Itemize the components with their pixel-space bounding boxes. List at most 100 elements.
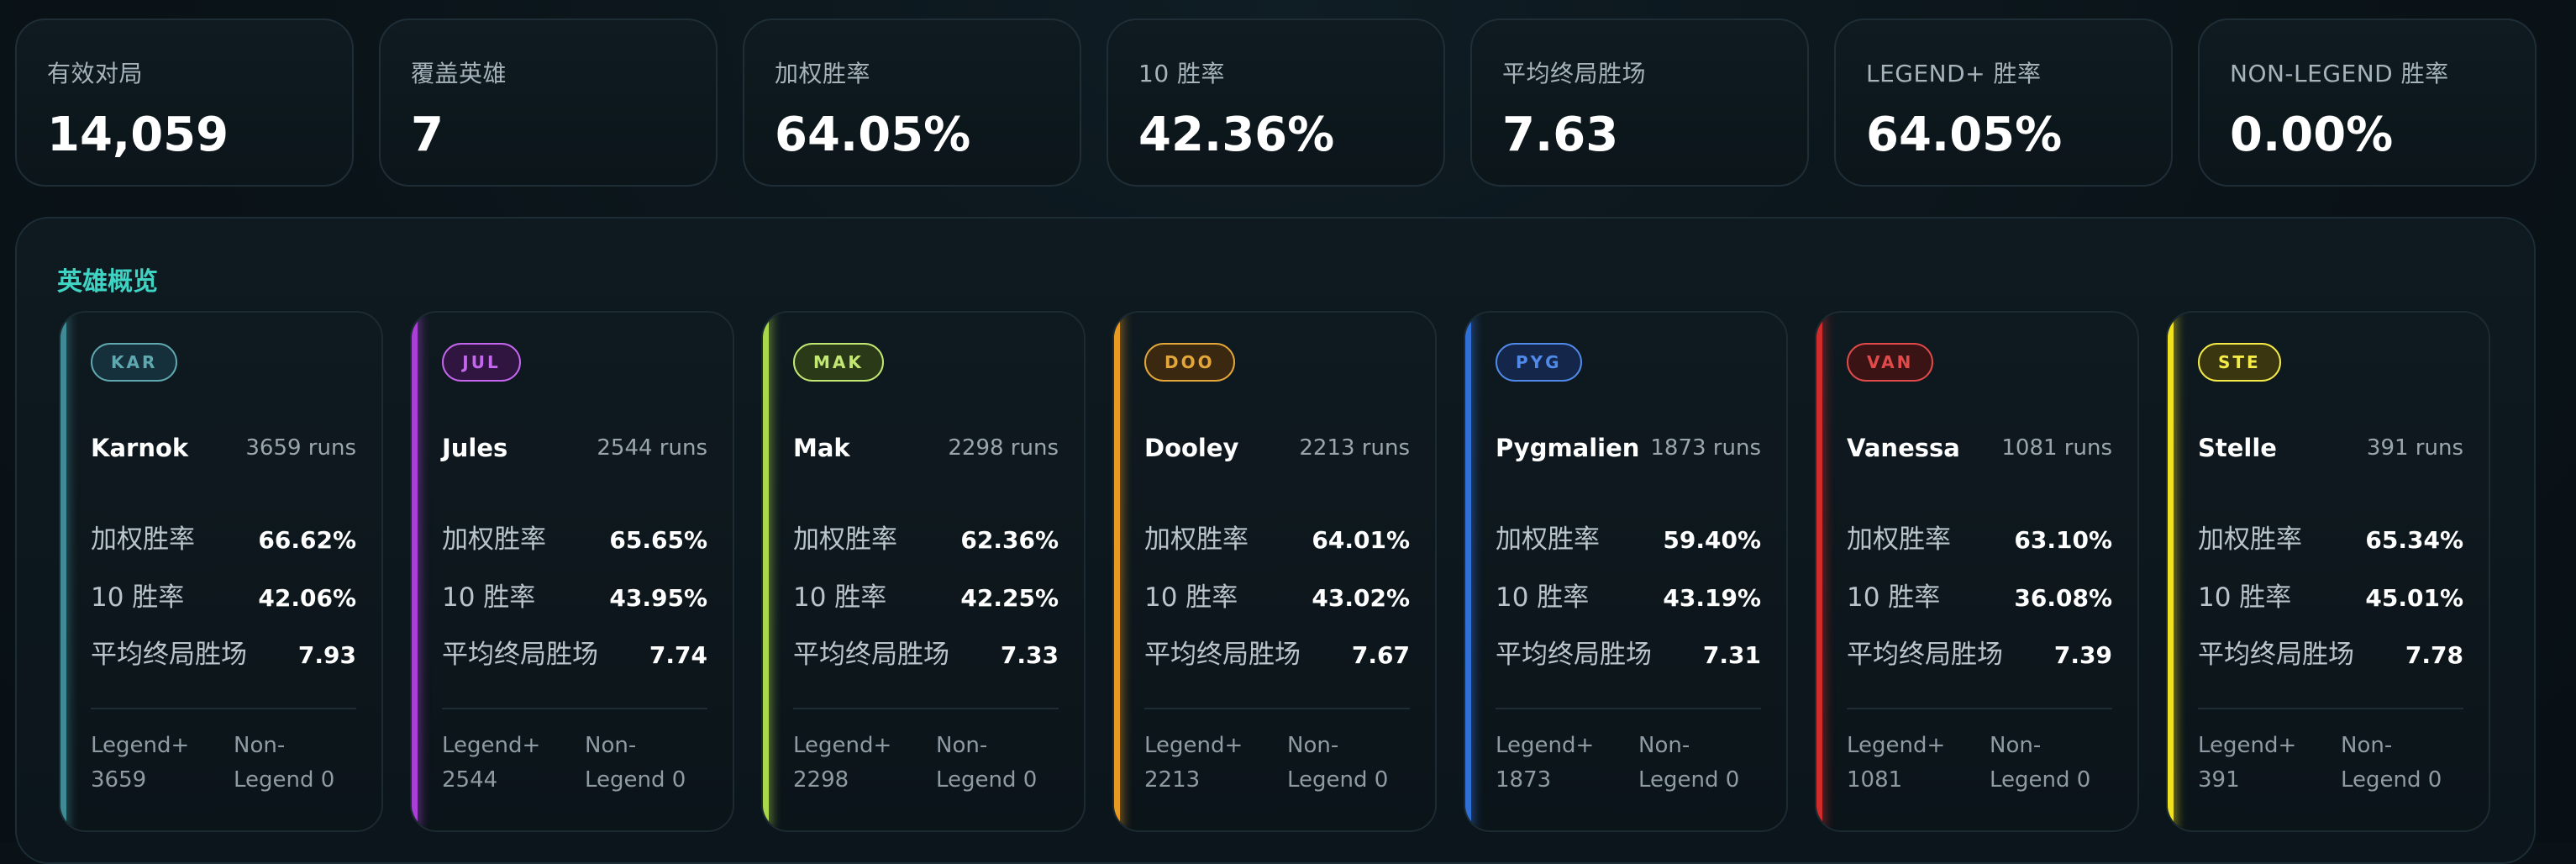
metric-ten-winrate: 10 胜率 42.25% [793, 576, 1059, 614]
stat-label: 10 胜率 [1138, 60, 1226, 87]
stat-label: NON-LEGEND 胜率 [2230, 60, 2449, 87]
hero-card-jules[interactable]: JUL Jules 2544 runs 加权胜率 65.65% 10 胜率 43… [410, 311, 734, 832]
non-legend-count: Non-Legend 0 [1990, 733, 2091, 793]
legend-count: Legend+ 1081 [1847, 733, 1946, 793]
hero-name: Vanessa [1847, 434, 1960, 462]
stat-card-weighted-winrate: 加权胜率 64.05% [743, 18, 1081, 187]
metric-avg-final-wins: 平均终局胜场 7.78 [2198, 633, 2463, 671]
stat-card-legend-winrate: LEGEND+ 胜率 64.05% [1834, 18, 2173, 187]
metric-value: 65.34% [2365, 526, 2463, 554]
metric-avg-final-wins: 平均终局胜场 7.31 [1496, 633, 1761, 671]
hero-runs: 2298 runs [948, 435, 1059, 461]
metric-label: 加权胜率 [442, 524, 546, 555]
hero-runs: 1873 runs [1650, 435, 1761, 461]
hero-runs: 391 runs [2366, 435, 2463, 461]
metric-value: 65.65% [609, 526, 707, 554]
hero-card-dooley[interactable]: DOO Dooley 2213 runs 加权胜率 64.01% 10 胜率 4… [1112, 311, 1437, 832]
metric-value: 36.08% [2014, 584, 2112, 612]
legend-count: Legend+ 391 [2198, 733, 2297, 793]
metric-value: 64.01% [1312, 526, 1410, 554]
metric-ten-winrate: 10 胜率 42.06% [91, 576, 356, 614]
metric-weighted-winrate: 加权胜率 59.40% [1496, 518, 1761, 556]
hero-card-vanessa[interactable]: VAN Vanessa 1081 runs 加权胜率 63.10% 10 胜率 … [1815, 311, 2139, 832]
stat-card-ten-winrate: 10 胜率 42.36% [1107, 18, 1445, 187]
metric-label: 平均终局胜场 [442, 640, 598, 670]
hero-accent-bar [1816, 313, 1822, 830]
divider [2198, 708, 2463, 709]
non-legend-count: Non-Legend 0 [1287, 733, 1389, 793]
metric-avg-final-wins: 平均终局胜场 7.93 [91, 633, 356, 671]
metric-weighted-winrate: 加权胜率 66.62% [91, 518, 356, 556]
metric-value: 43.19% [1663, 584, 1761, 612]
metric-ten-winrate: 10 胜率 43.19% [1496, 576, 1761, 614]
metric-weighted-winrate: 加权胜率 64.01% [1144, 518, 1410, 556]
metric-value: 7.78 [2405, 641, 2463, 669]
hero-card-stelle[interactable]: STE Stelle 391 runs 加权胜率 65.34% 10 胜率 45… [2166, 311, 2490, 832]
metric-avg-final-wins: 平均终局胜场 7.67 [1144, 633, 1410, 671]
metric-value: 59.40% [1663, 526, 1761, 554]
non-legend-count: Non-Legend 0 [1638, 733, 1740, 793]
metric-weighted-winrate: 加权胜率 63.10% [1847, 518, 2112, 556]
hero-badge: STE [2198, 343, 2281, 382]
metric-ten-winrate: 10 胜率 36.08% [1847, 576, 2112, 614]
divider [1144, 708, 1410, 709]
metric-value: 43.02% [1312, 584, 1410, 612]
stat-card-valid-runs: 有效对局 14,059 [15, 18, 354, 187]
divider [1496, 708, 1761, 709]
hero-name: Jules [442, 434, 508, 462]
legend-count: Legend+ 2544 [442, 733, 541, 793]
metric-ten-winrate: 10 胜率 45.01% [2198, 576, 2463, 614]
metric-label: 10 胜率 [793, 582, 887, 613]
stat-value: 64.05% [1866, 108, 2063, 162]
metric-weighted-winrate: 加权胜率 65.34% [2198, 518, 2463, 556]
hero-name: Pygmalien [1496, 434, 1640, 462]
hero-card-pygmalien[interactable]: PYG Pygmalien 1873 runs 加权胜率 59.40% 10 胜… [1464, 311, 1788, 832]
metric-weighted-winrate: 加权胜率 65.65% [442, 518, 707, 556]
metric-value: 7.74 [649, 641, 707, 669]
metric-avg-final-wins: 平均终局胜场 7.74 [442, 633, 707, 671]
metric-label: 10 胜率 [2198, 582, 2292, 613]
stats-row: 有效对局 14,059 覆盖英雄 7 加权胜率 64.05% 10 胜率 42.… [15, 18, 2537, 187]
metric-avg-final-wins: 平均终局胜场 7.39 [1847, 633, 2112, 671]
metric-label: 加权胜率 [2198, 524, 2302, 555]
stat-card-non-legend-winrate: NON-LEGEND 胜率 0.00% [2198, 18, 2537, 187]
metric-label: 加权胜率 [793, 524, 897, 555]
divider [442, 708, 707, 709]
stat-value: 7 [411, 108, 444, 162]
stat-card-avg-final-wins: 平均终局胜场 7.63 [1470, 18, 1809, 187]
metric-value: 7.67 [1351, 641, 1410, 669]
hero-card-mak[interactable]: MAK Mak 2298 runs 加权胜率 62.36% 10 胜率 42.2… [761, 311, 1086, 832]
hero-badge: DOO [1144, 343, 1235, 382]
stat-label: 有效对局 [47, 60, 144, 87]
hero-card-karnok[interactable]: KAR Karnok 3659 runs 加权胜率 66.62% 10 胜率 4… [59, 311, 383, 832]
hero-badge: VAN [1847, 343, 1934, 382]
hero-badge: JUL [442, 343, 521, 382]
non-legend-count: Non-Legend 0 [234, 733, 335, 793]
non-legend-count: Non-Legend 0 [2341, 733, 2442, 793]
metric-label: 加权胜率 [91, 524, 195, 555]
hero-badge: KAR [91, 343, 178, 382]
metric-label: 10 胜率 [1144, 582, 1238, 613]
hero-accent-bar [60, 313, 66, 830]
metric-label: 平均终局胜场 [1144, 640, 1301, 670]
legend-count: Legend+ 2298 [793, 733, 892, 793]
metric-value: 63.10% [2014, 526, 2112, 554]
stat-label: 加权胜率 [775, 60, 871, 87]
hero-card-list: KAR Karnok 3659 runs 加权胜率 66.62% 10 胜率 4… [59, 311, 2490, 832]
hero-badge: MAK [793, 343, 884, 382]
hero-overview-panel: 英雄概览 KAR Karnok 3659 runs 加权胜率 66.62% 10… [15, 217, 2536, 864]
stat-value: 64.05% [775, 108, 971, 162]
metric-value: 43.95% [609, 584, 707, 612]
metric-value: 7.93 [297, 641, 356, 669]
metric-label: 加权胜率 [1496, 524, 1600, 555]
hero-accent-bar [1114, 313, 1120, 830]
stat-label: 覆盖英雄 [411, 60, 507, 87]
stat-label: 平均终局胜场 [1502, 60, 1647, 87]
metric-value: 7.39 [2053, 641, 2112, 669]
stat-value: 0.00% [2230, 108, 2394, 162]
metric-value: 45.01% [2365, 584, 2463, 612]
metric-value: 42.06% [258, 584, 356, 612]
metric-value: 62.36% [960, 526, 1059, 554]
hero-accent-bar [1465, 313, 1471, 830]
metric-label: 10 胜率 [442, 582, 536, 613]
